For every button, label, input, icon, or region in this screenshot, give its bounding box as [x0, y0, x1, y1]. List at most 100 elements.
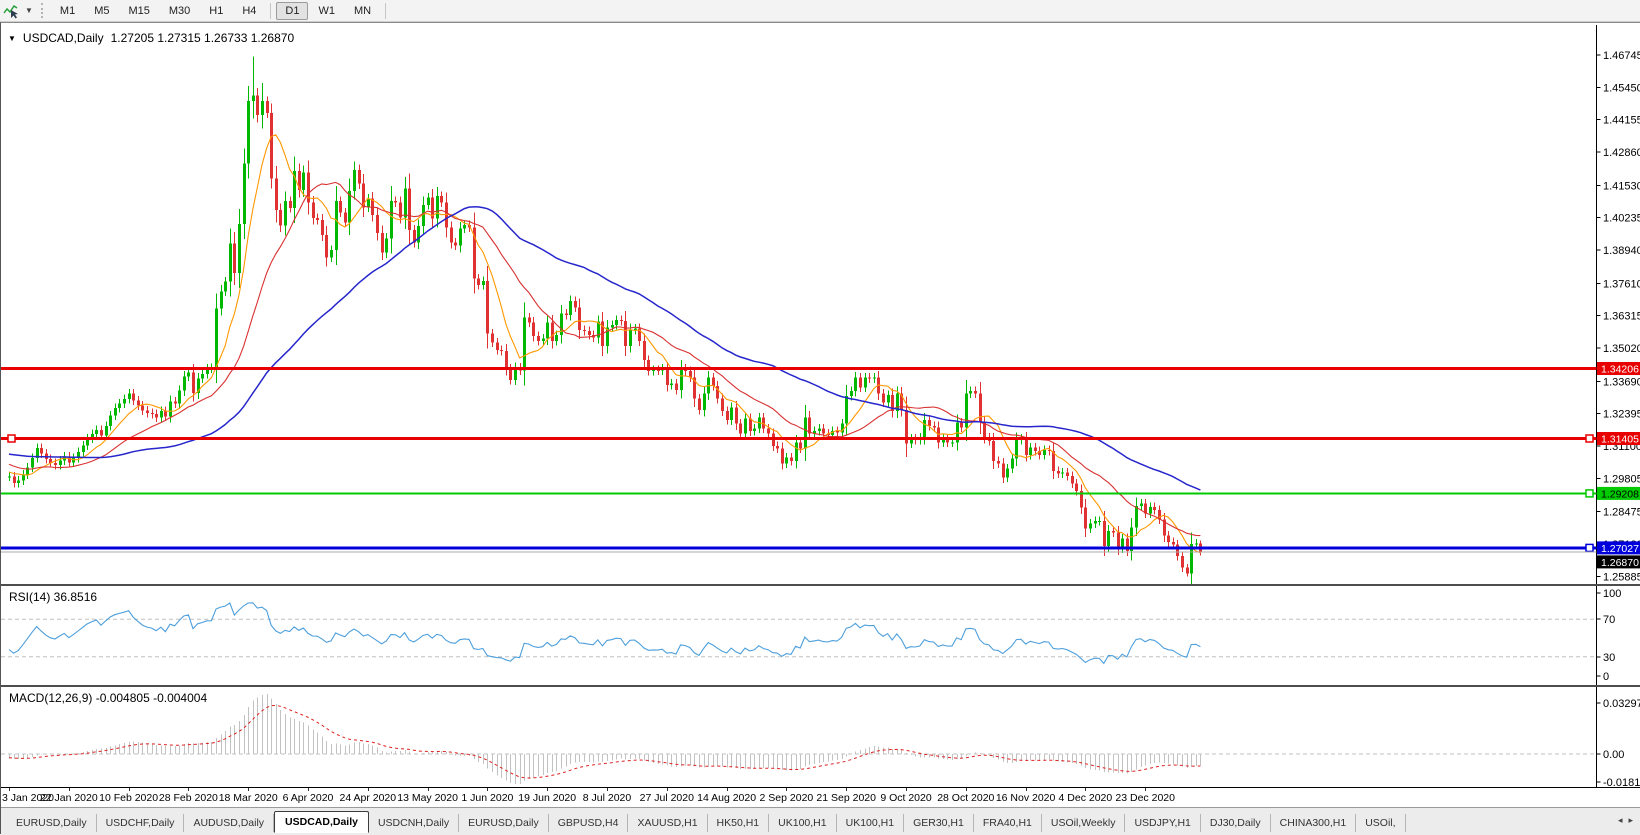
timeframe-buttons: M1 M5 M15 M30 H1 H4 D1 W1 MN	[51, 1, 390, 20]
chart-tab-eurusd-daily[interactable]: EURUSD,Daily	[7, 814, 97, 832]
date-tick	[965, 788, 967, 791]
main-chart-surface[interactable]: 1.46745 1.45450 1.44155 1.42860 1.41530 1.402…	[1, 25, 1640, 584]
toolbar-separator	[270, 2, 272, 19]
chart-tab-usoil-weekly[interactable]: USOil,Weekly	[1042, 814, 1126, 832]
panel-divider[interactable]	[1, 685, 1640, 687]
timeframe-button-mn[interactable]: MN	[353, 4, 372, 17]
price-level-badge	[1597, 362, 1640, 375]
price-level-badge	[1597, 432, 1640, 445]
chart-tab-dj30-daily[interactable]: DJ30,Daily	[1201, 814, 1271, 832]
rsi-scale-label: 0	[1603, 671, 1609, 683]
chart-tab-eurusd-daily[interactable]: EURUSD,Daily	[459, 814, 549, 832]
date-label: 24 Apr 2020	[339, 792, 397, 804]
chart-tab-usdcnh-daily[interactable]: USDCNH,Daily	[369, 814, 460, 832]
macd-signal-line	[8, 704, 1201, 779]
current-price-badge	[1597, 555, 1640, 569]
chart-tab-gbpusd-h4[interactable]: GBPUSD,H4	[549, 814, 629, 832]
date-label: 16 Nov 2020	[995, 792, 1056, 804]
date-label: 3 Jan 2020	[2, 792, 54, 804]
date-tick	[607, 788, 608, 791]
moving-average-55	[8, 206, 1201, 491]
date-label: 13 May 2020	[397, 792, 458, 804]
candlestick-series	[8, 56, 1202, 584]
date-label: 19 Jun 2020	[518, 792, 577, 804]
date-tick	[547, 788, 549, 791]
svg-text:1.29208: 1.29208	[1601, 488, 1639, 500]
timeframe-button-m30[interactable]: M30	[168, 4, 191, 17]
price-tick-label: 1.37610	[1603, 278, 1640, 290]
date-label: 1 Jun 2020	[461, 792, 514, 804]
date-label: 8 Jul 2020	[582, 792, 632, 804]
tab-scroll-left-icon[interactable]: ◂	[1617, 814, 1623, 825]
price-level-badge	[1597, 486, 1640, 500]
chart-tab-uk100-h1[interactable]: UK100,H1	[837, 814, 905, 832]
chart-tab-usdjpy-h1[interactable]: USDJPY,H1	[1125, 814, 1201, 832]
chart-tab-audusd-daily[interactable]: AUDUSD,Daily	[184, 814, 275, 832]
price-tick-label: 1.44155	[1603, 115, 1640, 127]
ohlc-readout: 1.27205 1.27315 1.26733 1.26870	[110, 31, 295, 45]
svg-text:1.26870: 1.26870	[1601, 557, 1639, 569]
toolbar-separator	[385, 2, 387, 19]
rsi-scale-label: 100	[1603, 588, 1621, 600]
symbol-dropdown-icon[interactable]: ▼	[8, 33, 16, 43]
chart-tab-china300-h1[interactable]: CHINA300,H1	[1271, 814, 1357, 832]
timeframe-button-d1[interactable]: D1	[276, 1, 309, 20]
date-label: 4 Dec 2020	[1058, 792, 1113, 804]
rsi-panel-surface[interactable]: 100 70 30 0	[1, 586, 1640, 685]
panel-divider[interactable]	[1, 584, 1640, 586]
rsi-line	[8, 602, 1201, 665]
timeframe-button-m1[interactable]: M1	[59, 4, 76, 17]
date-label: 14 Aug 2020	[697, 792, 757, 804]
price-tick-label: 1.35020	[1603, 343, 1640, 355]
price-tick-label: 1.28475	[1603, 507, 1640, 519]
date-tick	[1085, 788, 1087, 791]
date-tick	[846, 788, 848, 791]
level-line-handle[interactable]	[1585, 543, 1594, 553]
date-label: 23 Dec 2020	[1115, 792, 1175, 804]
timeframe-button-h1[interactable]: H1	[209, 4, 224, 17]
date-label: 9 Oct 2020	[880, 792, 932, 804]
time-axis-line	[1, 787, 1640, 788]
price-tick-label: 1.45450	[1603, 82, 1640, 94]
date-tick	[188, 788, 190, 791]
price-tick-label: 1.41530	[1603, 180, 1640, 192]
time-axis[interactable]: 3 Jan 2020 22 Jan 2020 10 Feb 2020 28 Feb 2…	[1, 788, 1640, 807]
macd-scale-label: 0.00	[1603, 749, 1624, 761]
level-line-handle[interactable]	[7, 434, 16, 443]
timeframe-button-w1[interactable]: W1	[318, 4, 335, 17]
chart-tab-usoil-[interactable]: USOil,	[1356, 814, 1406, 832]
date-tick	[308, 788, 309, 791]
level-line-handle[interactable]	[1585, 434, 1594, 443]
tab-scroll-right-icon[interactable]: ▸	[1628, 814, 1633, 825]
chart-tab-xauusd-h1[interactable]: XAUUSD,H1	[628, 814, 708, 832]
chart-tab-fra40-h1[interactable]: FRA40,H1	[974, 814, 1042, 832]
toolbar-grip[interactable]	[40, 3, 46, 18]
price-tick-label: 1.32395	[1603, 409, 1640, 421]
price-tick-label: 1.46745	[1603, 50, 1640, 62]
chart-tab-usdcad-daily[interactable]: USDCAD,Daily	[274, 811, 369, 833]
chart-tab-uk100-h1[interactable]: UK100,H1	[769, 814, 837, 832]
date-tick	[487, 788, 489, 791]
rsi-indicator-label: RSI(14) 36.8516	[9, 590, 98, 604]
chart-tab-hk50-h1[interactable]: HK50,H1	[708, 814, 770, 832]
chart-tab-usdchf-daily[interactable]: USDCHF,Daily	[97, 814, 185, 832]
macd-scale-label: 0.032972	[1603, 698, 1640, 710]
chart-cursor-icon[interactable]	[2, 3, 20, 19]
date-tick	[367, 788, 369, 791]
svg-text:1.27027: 1.27027	[1601, 543, 1639, 555]
timeframe-button-m15[interactable]: M15	[128, 4, 150, 17]
date-label: 18 Mar 2020	[218, 792, 278, 804]
date-tick	[786, 788, 788, 791]
chart-tab-bar: EURUSD,Daily USDCHF,Daily AUDUSD,Daily USDC…	[1, 807, 1640, 835]
tool-dropdown-icon[interactable]: ▼	[25, 6, 33, 15]
macd-indicator-label: MACD(12,26,9) -0.004805 -0.004004	[9, 691, 208, 705]
date-label: 6 Apr 2020	[282, 792, 334, 804]
date-label: 21 Sep 2020	[816, 792, 876, 804]
macd-panel-surface[interactable]: 0.032972 0.00 -0.018154	[1, 687, 1640, 787]
timeframe-button-h4[interactable]: H4	[242, 4, 257, 17]
svg-text:1.34206: 1.34206	[1601, 364, 1639, 376]
timeframe-button-m5[interactable]: M5	[94, 4, 110, 17]
price-tick-label: 1.36315	[1603, 311, 1640, 323]
level-line-handle[interactable]	[1585, 489, 1594, 498]
chart-tab-ger30-h1[interactable]: GER30,H1	[904, 814, 974, 832]
